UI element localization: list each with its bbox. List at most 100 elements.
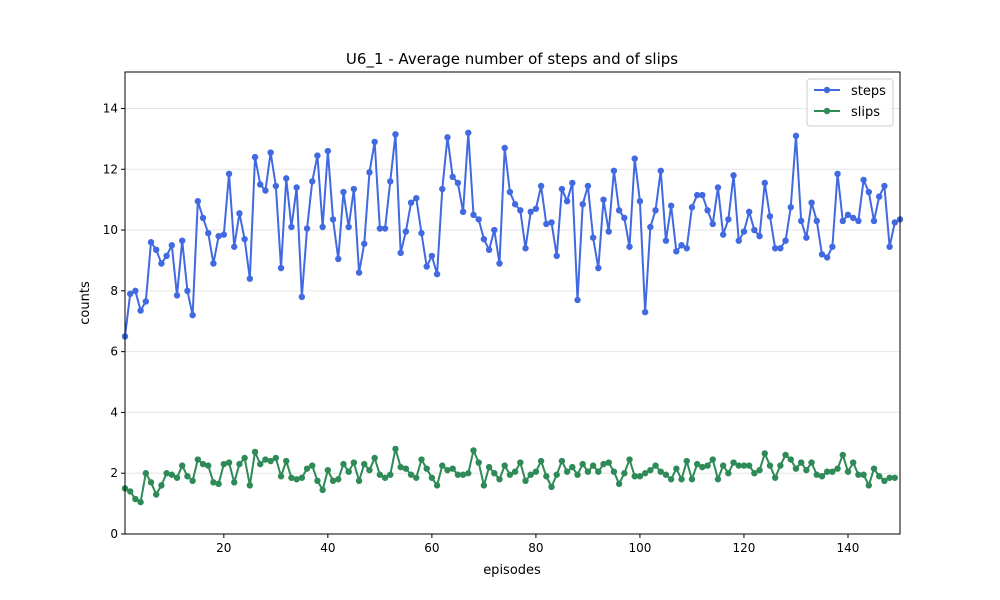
data-point-steps-32 [283, 175, 290, 182]
data-point-slips-111 [693, 460, 701, 468]
data-point-steps-143 [860, 176, 867, 184]
data-point-steps-149 [891, 219, 898, 226]
data-point-slips-148 [886, 474, 893, 481]
data-point-slips-146 [875, 473, 883, 480]
data-point-steps-113 [704, 207, 711, 214]
data-point-steps-148 [886, 243, 893, 250]
data-point-slips-131 [797, 459, 805, 466]
data-point-slips-100 [636, 473, 644, 480]
data-point-steps-125 [766, 213, 774, 220]
data-point-steps-90 [584, 182, 592, 190]
y-tick-label-12: 12 [103, 162, 118, 176]
data-point-slips-51 [381, 474, 389, 481]
data-point-steps-34 [293, 184, 300, 191]
data-point-steps-98 [626, 243, 633, 250]
data-point-slips-68 [470, 447, 477, 454]
data-point-steps-110 [688, 204, 696, 211]
data-point-slips-32 [283, 457, 290, 465]
data-point-slips-107 [673, 465, 680, 472]
data-point-steps-147 [881, 182, 888, 190]
data-point-slips-113 [704, 462, 711, 469]
data-point-steps-126 [771, 245, 779, 252]
data-point-slips-127 [777, 462, 784, 469]
data-point-steps-21 [225, 170, 233, 178]
data-point-slips-58 [418, 456, 425, 463]
data-point-steps-140 [844, 211, 852, 219]
data-point-steps-84 [553, 252, 560, 260]
data-point-slips-46 [355, 477, 363, 485]
data-point-slips-52 [387, 471, 394, 478]
y-tick-label-2: 2 [110, 466, 118, 480]
data-point-steps-128 [782, 237, 789, 244]
data-point-slips-145 [870, 465, 878, 472]
data-point-steps-20 [220, 231, 228, 238]
data-point-steps-28 [262, 187, 269, 194]
data-point-slips-50 [376, 471, 384, 478]
data-point-slips-70 [480, 482, 488, 489]
data-point-steps-50 [376, 225, 384, 232]
data-point-steps-139 [839, 217, 846, 225]
data-point-slips-25 [246, 482, 254, 489]
data-point-steps-107 [673, 248, 680, 255]
data-point-steps-70 [480, 235, 488, 243]
data-point-steps-85 [558, 185, 566, 193]
data-point-steps-42 [335, 255, 342, 263]
data-point-steps-109 [683, 245, 690, 252]
y-axis-label: counts [78, 281, 93, 325]
x-axis: 20 40 60 80 100 120 140 [216, 534, 859, 555]
data-point-steps-144 [865, 188, 872, 196]
data-point-steps-104 [657, 167, 664, 174]
data-point-slips-42 [335, 476, 342, 483]
data-point-steps-83 [548, 219, 555, 226]
data-point-steps-36 [303, 225, 311, 232]
data-point-slips-33 [288, 474, 295, 481]
data-point-slips-4 [137, 498, 144, 506]
data-point-steps-45 [350, 185, 358, 193]
data-point-slips-118 [730, 459, 737, 466]
data-point-steps-111 [693, 191, 701, 199]
data-point-slips-49 [371, 454, 378, 462]
data-point-slips-54 [397, 463, 404, 471]
data-point-steps-19 [215, 232, 222, 240]
data-point-slips-147 [881, 477, 888, 485]
data-point-slips-78 [522, 477, 529, 485]
x-tick-label-140: 140 [837, 541, 860, 555]
data-point-steps-15 [194, 197, 202, 205]
data-point-slips-12 [179, 462, 186, 469]
data-point-slips-138 [834, 465, 841, 472]
data-point-slips-134 [813, 471, 820, 478]
data-point-slips-38 [314, 477, 321, 485]
data-point-slips-91 [589, 462, 597, 469]
data-point-steps-66 [459, 208, 467, 216]
data-point-slips-144 [865, 482, 872, 489]
data-point-steps-76 [511, 201, 519, 208]
data-point-slips-141 [849, 459, 857, 466]
x-tick-label-40: 40 [320, 541, 335, 555]
data-point-slips-44 [345, 468, 352, 475]
data-point-steps-30 [272, 182, 280, 190]
data-point-steps-89 [579, 201, 586, 208]
legend-label-slips: slips [851, 105, 880, 120]
data-point-steps-57 [413, 194, 420, 202]
data-point-steps-123 [756, 232, 763, 240]
data-point-steps-100 [636, 197, 644, 205]
data-point-slips-64 [449, 465, 456, 472]
data-point-slips-106 [667, 476, 675, 483]
data-point-steps-80 [532, 205, 540, 212]
data-point-slips-47 [361, 460, 368, 468]
data-point-steps-132 [803, 234, 810, 241]
data-point-steps-138 [834, 170, 841, 178]
data-point-slips-132 [803, 466, 810, 474]
data-point-steps-86 [563, 197, 571, 205]
data-point-steps-92 [595, 264, 602, 272]
data-point-slips-7 [153, 491, 160, 498]
data-point-slips-84 [553, 471, 560, 478]
data-point-steps-96 [615, 207, 623, 214]
data-point-slips-34 [293, 476, 300, 483]
data-point-steps-135 [818, 251, 826, 258]
data-point-steps-103 [652, 207, 659, 214]
data-point-slips-87 [569, 463, 576, 471]
data-point-slips-112 [699, 463, 706, 471]
data-point-slips-139 [839, 451, 846, 459]
data-point-steps-54 [397, 249, 404, 257]
